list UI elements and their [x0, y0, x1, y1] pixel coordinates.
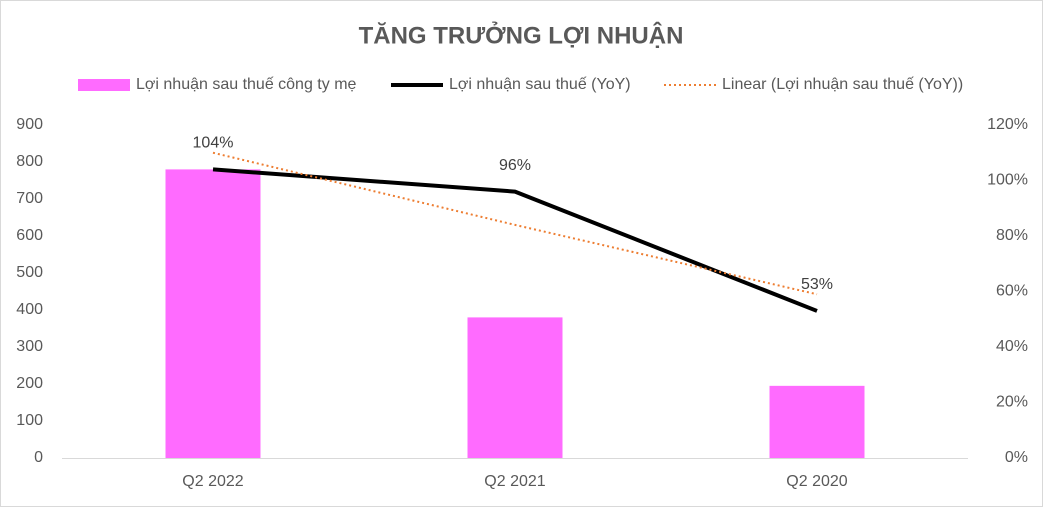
- data-label: 104%: [193, 135, 234, 152]
- legend-swatch: [78, 79, 130, 91]
- y-tick-label: 0: [34, 449, 43, 466]
- y2-tick-label: 80%: [996, 227, 1028, 244]
- y-tick-label: 700: [16, 190, 43, 207]
- y2-tick-label: 40%: [996, 338, 1028, 355]
- line: [212, 167, 818, 313]
- y2-tick-label: 20%: [996, 394, 1028, 411]
- x-tick-label: Q2 2022: [182, 473, 243, 490]
- y2-tick-label: 60%: [996, 283, 1028, 300]
- trend-line: [212, 151, 818, 296]
- bar: [165, 169, 261, 458]
- x-tick-label: Q2 2020: [786, 473, 847, 490]
- bar: [769, 385, 865, 458]
- y-tick-label: 500: [16, 264, 43, 281]
- y-tick-label: 800: [16, 153, 43, 170]
- y-tick-label: 900: [16, 116, 43, 133]
- x-tick-label: Q2 2021: [484, 473, 545, 490]
- data-label: 96%: [499, 157, 531, 174]
- y2-tick-label: 120%: [987, 116, 1028, 133]
- data-label: 53%: [801, 276, 833, 293]
- y2-tick-label: 100%: [987, 172, 1028, 189]
- legend-label: Lợi nhuận sau thuế công ty mẹ: [136, 76, 357, 93]
- y-tick-label: 600: [16, 227, 43, 244]
- chart-title: TĂNG TRƯỞNG LỢI NHUẬN: [359, 20, 684, 49]
- y-tick-label: 100: [16, 412, 43, 429]
- legend-label: Lợi nhuận sau thuế (YoY): [449, 76, 631, 93]
- bar: [467, 317, 563, 458]
- legend-label: Linear (Lợi nhuận sau thuế (YoY)): [722, 76, 963, 93]
- y2-tick-label: 0%: [1005, 449, 1028, 466]
- y-tick-label: 200: [16, 375, 43, 392]
- y-tick-label: 400: [16, 301, 43, 318]
- y-tick-label: 300: [16, 338, 43, 355]
